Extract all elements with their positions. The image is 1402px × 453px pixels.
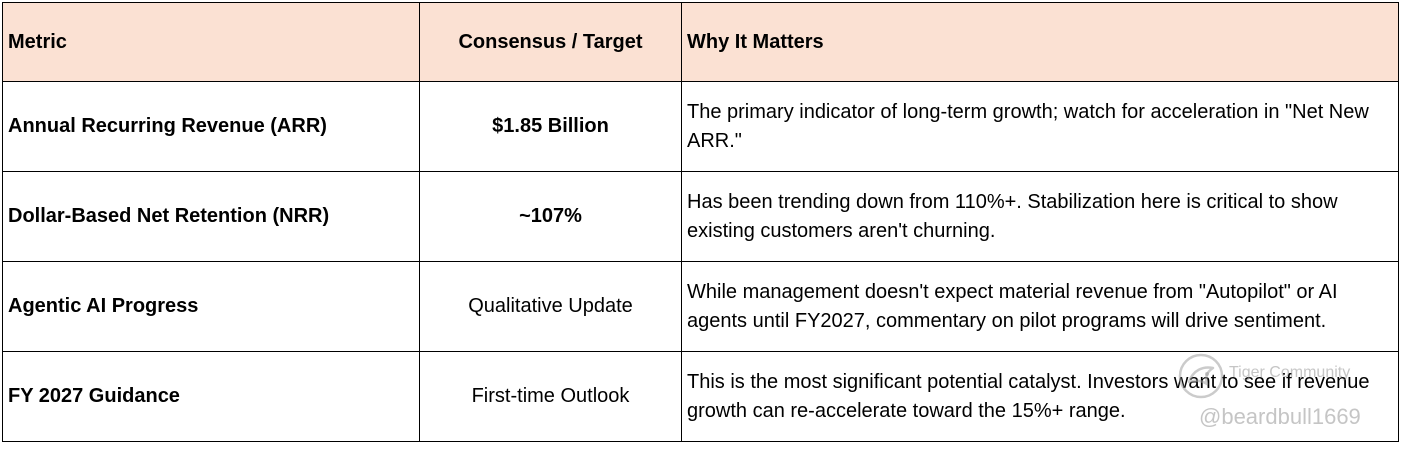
table-header-row: Metric Consensus / Target Why It Matters [2, 2, 1399, 82]
metrics-table: Metric Consensus / Target Why It Matters… [2, 2, 1399, 442]
header-metric: Metric [2, 2, 420, 82]
table-row: Dollar-Based Net Retention (NRR) ~107% H… [2, 171, 1399, 262]
table-row: Annual Recurring Revenue (ARR) $1.85 Bil… [2, 81, 1399, 172]
metric-cell: FY 2027 Guidance [2, 351, 420, 442]
table-row: FY 2027 Guidance First-time Outlook This… [2, 351, 1399, 442]
target-cell: Qualitative Update [419, 261, 682, 352]
header-consensus-target: Consensus / Target [419, 2, 682, 82]
table-row: Agentic AI Progress Qualitative Update W… [2, 261, 1399, 352]
metric-cell: Annual Recurring Revenue (ARR) [2, 81, 420, 172]
metric-cell: Dollar-Based Net Retention (NRR) [2, 171, 420, 262]
target-cell: $1.85 Billion [419, 81, 682, 172]
target-cell: ~107% [419, 171, 682, 262]
why-cell: Has been trending down from 110%+. Stabi… [681, 171, 1399, 262]
why-cell: While management doesn't expect material… [681, 261, 1399, 352]
header-why-it-matters: Why It Matters [681, 2, 1399, 82]
metric-cell: Agentic AI Progress [2, 261, 420, 352]
why-cell: The primary indicator of long-term growt… [681, 81, 1399, 172]
target-cell: First-time Outlook [419, 351, 682, 442]
why-cell: This is the most significant potential c… [681, 351, 1399, 442]
